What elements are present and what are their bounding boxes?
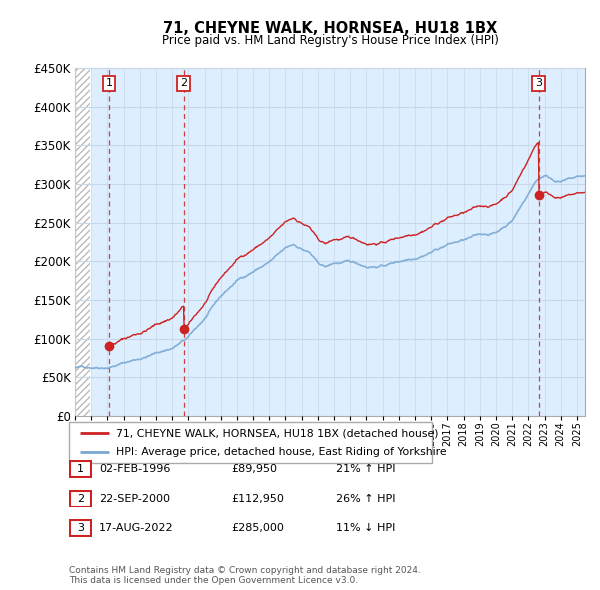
Text: 1: 1: [77, 464, 84, 474]
Text: 11% ↓ HPI: 11% ↓ HPI: [336, 523, 395, 533]
Text: 71, CHEYNE WALK, HORNSEA, HU18 1BX: 71, CHEYNE WALK, HORNSEA, HU18 1BX: [163, 21, 497, 35]
Text: 3: 3: [77, 523, 84, 533]
Text: £285,000: £285,000: [231, 523, 284, 533]
Text: 3: 3: [535, 78, 542, 88]
Bar: [75, 68, 89, 416]
Bar: [75, 68, 89, 416]
FancyBboxPatch shape: [70, 490, 91, 506]
Text: HPI: Average price, detached house, East Riding of Yorkshire: HPI: Average price, detached house, East…: [116, 447, 447, 457]
FancyBboxPatch shape: [70, 461, 91, 477]
Text: 2: 2: [180, 78, 187, 88]
Text: Contains HM Land Registry data © Crown copyright and database right 2024.
This d: Contains HM Land Registry data © Crown c…: [69, 566, 421, 585]
Text: Price paid vs. HM Land Registry's House Price Index (HPI): Price paid vs. HM Land Registry's House …: [161, 34, 499, 47]
Text: 1: 1: [106, 78, 112, 88]
Text: 22-SEP-2000: 22-SEP-2000: [99, 494, 170, 503]
Text: 21% ↑ HPI: 21% ↑ HPI: [336, 464, 395, 474]
Text: £89,950: £89,950: [231, 464, 277, 474]
Text: 71, CHEYNE WALK, HORNSEA, HU18 1BX (detached house): 71, CHEYNE WALK, HORNSEA, HU18 1BX (deta…: [116, 428, 439, 438]
Text: £112,950: £112,950: [231, 494, 284, 503]
FancyBboxPatch shape: [70, 520, 91, 536]
Text: 2: 2: [77, 494, 84, 503]
Text: 26% ↑ HPI: 26% ↑ HPI: [336, 494, 395, 503]
Text: 17-AUG-2022: 17-AUG-2022: [99, 523, 173, 533]
Text: 02-FEB-1996: 02-FEB-1996: [99, 464, 170, 474]
FancyBboxPatch shape: [69, 422, 432, 463]
